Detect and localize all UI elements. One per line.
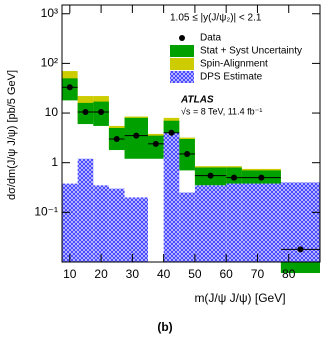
energy-label: √s = 8 TeV, 11.4 fb⁻¹ [181, 106, 262, 116]
legend-swatch [170, 71, 194, 83]
dps-bar [194, 185, 227, 262]
x-tick-label: 40 [157, 267, 171, 281]
caption: (b) [157, 320, 172, 334]
y-tick-label: 1 [51, 155, 58, 169]
y-tick-label: 10³ [41, 6, 58, 20]
legend-swatch [170, 45, 194, 57]
legend-label: DPS Estimate [200, 72, 263, 83]
data-point [231, 174, 237, 181]
legend-label: Data [200, 33, 222, 44]
y-tick-label: 10 [45, 105, 59, 119]
data-point [113, 136, 120, 143]
legend-marker [179, 35, 185, 41]
x-tick-label: 60 [220, 267, 234, 281]
legend-label: Stat + Syst Uncertainty [200, 46, 302, 57]
data-point [133, 132, 140, 139]
y-tick-label: 10² [41, 56, 58, 70]
dps-bar [108, 188, 125, 262]
x-tick-label: 30 [126, 267, 140, 281]
y-axis-label: dσ/dm(J/ψ J/ψ) [pb/5 GeV] [6, 70, 18, 200]
legend-label: Spin-Alignment [200, 59, 268, 70]
dps-bar [124, 197, 148, 262]
dps-bar [163, 132, 180, 262]
data-point [207, 172, 214, 179]
x-axis-label: m(J/ψ J/ψ) [GeV] [194, 291, 285, 305]
x-tick-label: 20 [94, 267, 108, 281]
annotation: 1.05 ≤ |y(J/ψ₂)| < 2.1 [170, 13, 262, 24]
data-point [168, 129, 175, 136]
data-point [152, 140, 159, 147]
data-point [98, 108, 105, 115]
dps-bar [241, 183, 281, 262]
y-tick-label: 10⁻¹ [34, 205, 58, 219]
data-point [66, 84, 73, 91]
plot-frame [61, 4, 321, 263]
x-tick-label: 50 [188, 267, 202, 281]
legend-swatch [170, 58, 194, 70]
x-tick-label: 70 [251, 267, 265, 281]
x-tick-label: 80 [282, 267, 296, 281]
dps-bar [226, 183, 242, 262]
data-point [258, 174, 265, 181]
experiment: ATLAS [180, 95, 214, 106]
dps-bar [77, 158, 94, 262]
dps-bar [62, 183, 78, 262]
x-tick-label: 10 [63, 267, 77, 281]
data-point [82, 108, 89, 115]
dps-bar [179, 192, 195, 262]
dps-bar [93, 185, 109, 262]
uncertainty-band [148, 135, 164, 159]
data-point [184, 150, 191, 157]
data-point [297, 246, 304, 253]
